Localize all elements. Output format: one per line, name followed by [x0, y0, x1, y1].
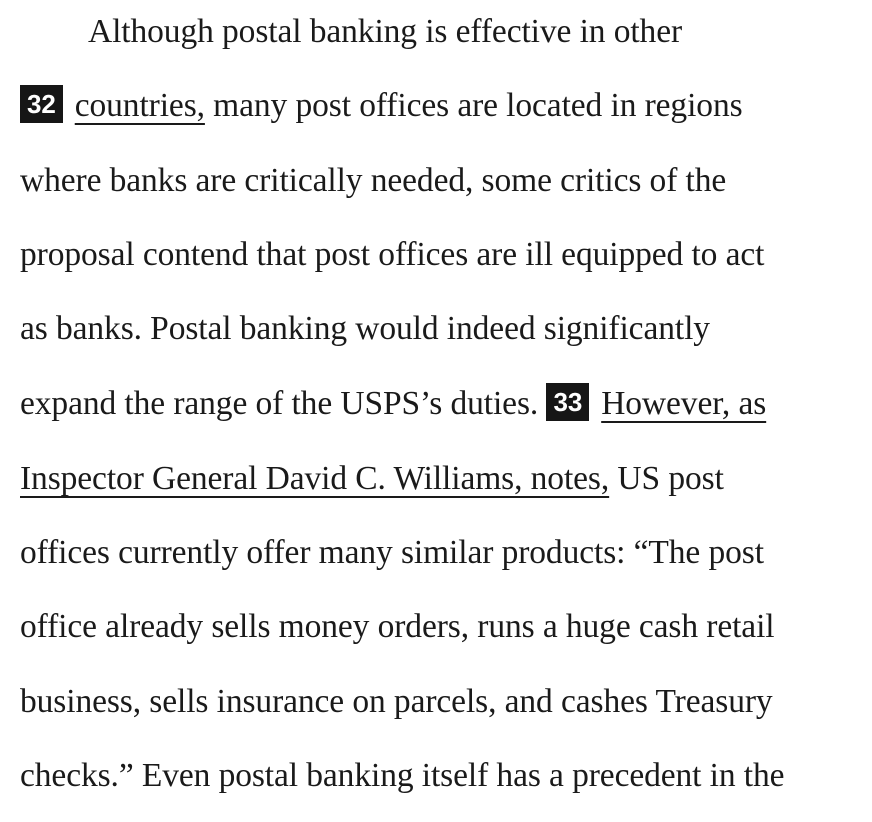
line-text: Although postal banking is effective in … [88, 13, 683, 50]
question-number-badge[interactable]: 32 [20, 85, 63, 123]
passage-line: Although postal banking is effective in … [88, 8, 682, 56]
underlined-portion[interactable]: Inspector General David C. Williams, not… [20, 460, 610, 497]
line-text: US post [609, 460, 724, 497]
underlined-portion[interactable]: However, as [601, 385, 767, 422]
line-text: many post offices are located in regions [204, 87, 743, 124]
passage-line: Inspector General David C. Williams, not… [20, 455, 724, 503]
underlined-portion[interactable]: countries, [74, 87, 205, 124]
line-text: offices currently offer many similar pro… [20, 534, 764, 571]
passage-line: as banks. Postal banking would indeed si… [20, 305, 710, 353]
passage-line: offices currently offer many similar pro… [20, 529, 764, 577]
passage-line: 32 countries, many post offices are locat… [20, 82, 743, 130]
line-text: where banks are critically needed, some … [20, 162, 727, 199]
passage-line: business, sells insurance on parcels, an… [20, 678, 773, 726]
line-text: office already sells money orders, runs … [20, 608, 775, 645]
line-text: as banks. Postal banking would indeed si… [20, 310, 710, 347]
line-text: business, sells insurance on parcels, an… [20, 683, 773, 720]
line-text: expand the range of the USPS’s duties. [20, 385, 547, 422]
passage-line: office already sells money orders, runs … [20, 603, 775, 651]
line-text: checks.” Even postal banking itself has … [20, 757, 785, 794]
question-number-badge[interactable]: 33 [546, 383, 590, 421]
passage-line: checks.” Even postal banking itself has … [20, 752, 785, 800]
passage-line: where banks are critically needed, some … [20, 157, 726, 205]
passage-line: proposal contend that post offices are i… [20, 231, 764, 279]
line-text: proposal contend that post offices are i… [20, 236, 765, 273]
passage-line: expand the range of the USPS’s duties. 3… [20, 380, 766, 428]
